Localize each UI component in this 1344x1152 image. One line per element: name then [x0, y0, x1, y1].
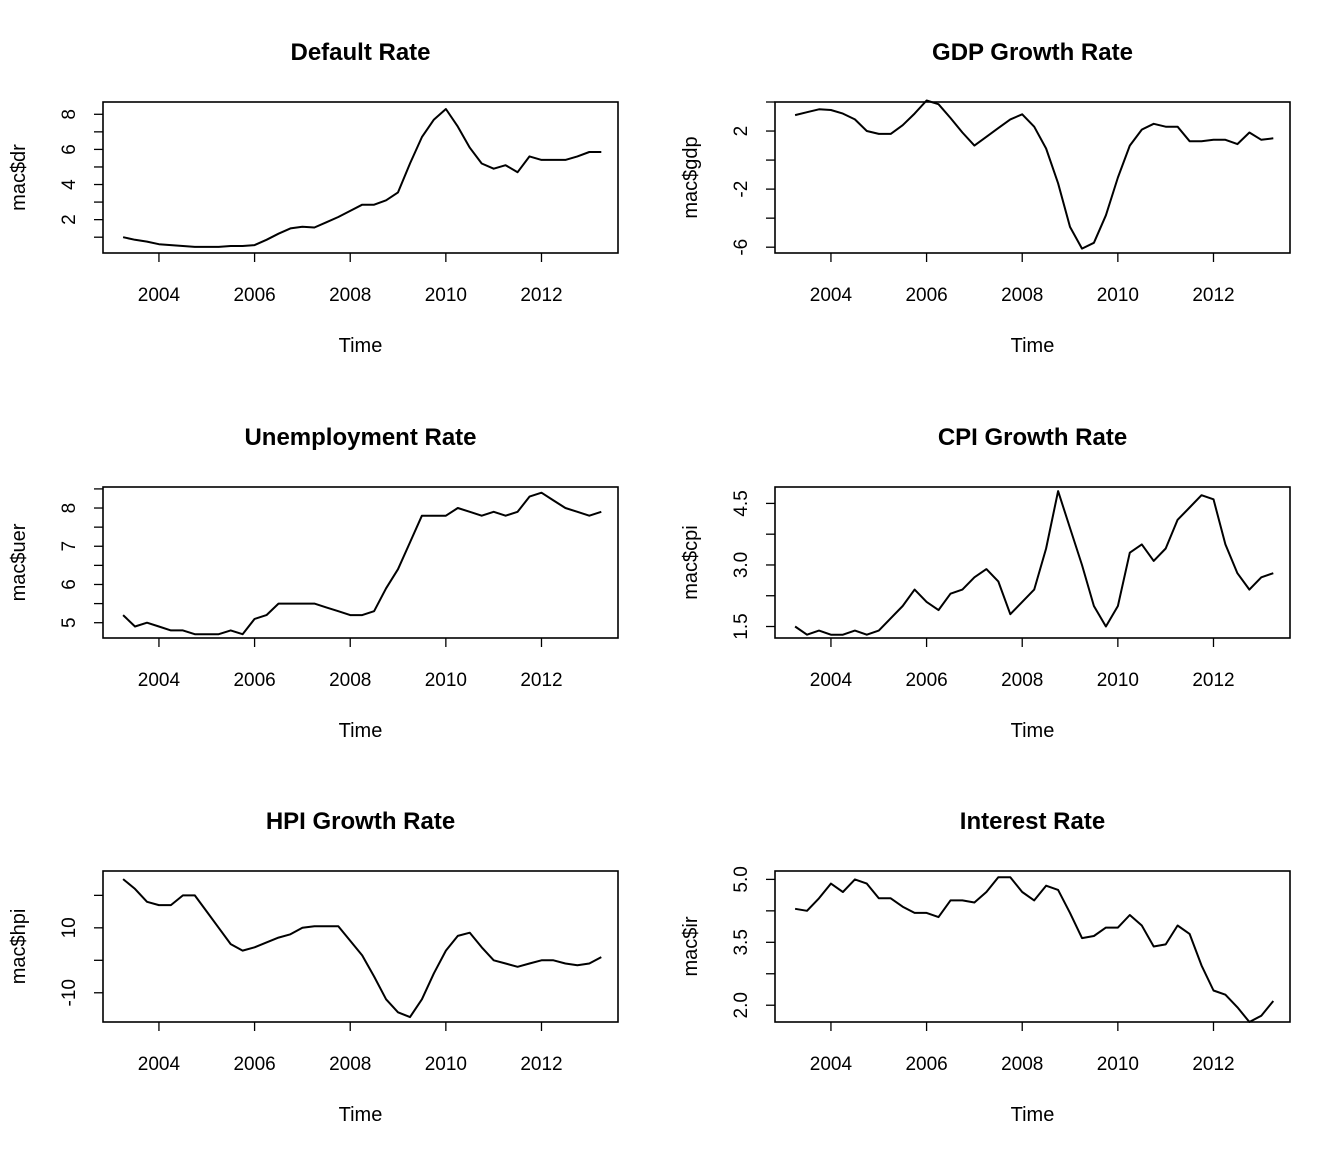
chart3-series-line — [122, 491, 602, 636]
chart5-ytick-label: 10 — [59, 917, 80, 938]
chart2-xtick-label: 2008 — [1001, 285, 1043, 306]
chart2-xtick-label: 2006 — [905, 285, 947, 306]
chart4-ylabel: mac$cpi — [680, 525, 702, 599]
chart2-ytick-label: -6 — [731, 239, 752, 256]
chart3-ylabel: mac$uer — [8, 523, 30, 601]
chart1-ytick-label: 6 — [59, 144, 80, 155]
chart1-xtick-label: 2004 — [138, 285, 181, 306]
chart5-xtick-label: 2008 — [329, 1054, 371, 1075]
chart6-xtick-label: 2004 — [810, 1054, 853, 1075]
chart3-ytick-label: 8 — [59, 503, 80, 514]
chart4-ytick-label: 1.5 — [731, 613, 752, 639]
chart1-ylabel: mac$dr — [8, 144, 30, 211]
chart4-xtick-label: 2012 — [1192, 670, 1234, 691]
chart2-xtick-label: 2010 — [1097, 285, 1139, 306]
chart5-xlabel: Time — [339, 1104, 383, 1126]
chart2-xtick-label: 2012 — [1192, 285, 1234, 306]
chart4-title: CPI Growth Rate — [938, 424, 1127, 451]
chart5-ytick-label: -10 — [59, 979, 80, 1006]
chart4-panel: CPI Growth Rate 2004 2006 2008 2010 2012 1.5 3.… — [680, 424, 1291, 742]
chart4-xlabel: Time — [1011, 720, 1055, 742]
chart1-panel: Default Rate 2004 2006 2008 2010 2012 2 4 6 8 Time… — [8, 39, 619, 357]
chart6-ytick-label: 2.0 — [731, 992, 752, 1018]
chart3-ytick-label: 5 — [59, 617, 80, 628]
chart5-series-line — [122, 878, 602, 1019]
chart6-ytick-label: 3.5 — [731, 929, 752, 955]
chart2-ytick-label: 2 — [731, 126, 752, 137]
chart5-panel: HPI Growth Rate 2004 2006 2008 2010 2012 -10 10… — [8, 808, 619, 1126]
chart6-plot-frame — [774, 870, 1291, 1023]
chart6-xtick-label: 2012 — [1192, 1054, 1234, 1075]
chart5-plot-frame — [102, 870, 619, 1023]
chart6-xtick-label: 2008 — [1001, 1054, 1043, 1075]
chart1-xlabel: Time — [339, 335, 383, 357]
chart5-xtick-label: 2006 — [233, 1054, 275, 1075]
chart4-ytick-label: 4.5 — [731, 490, 752, 516]
chart3-panel: Unemployment Rate 2004 2006 2008 2010 2012 5 6 7… — [8, 424, 619, 742]
chart2-plot-frame — [774, 101, 1291, 254]
chart6-panel: Interest Rate 2004 2006 2008 2010 2012 2.0 3.5 5… — [680, 808, 1291, 1126]
chart1-xtick-label: 2012 — [520, 285, 562, 306]
chart1-ytick-label: 2 — [59, 214, 80, 225]
chart-panels: Default Rate 2004 2006 2008 2010 2012 2 4 6 8 Time… — [8, 39, 1291, 1126]
chart6-ylabel: mac$ir — [680, 916, 702, 976]
chart4-xtick-label: 2010 — [1097, 670, 1139, 691]
chart4-xtick-label: 2004 — [810, 670, 853, 691]
chart5-ylabel: mac$hpi — [8, 909, 30, 985]
chart3-ytick-label: 6 — [59, 579, 80, 590]
chart1-xtick-label: 2010 — [425, 285, 467, 306]
chart2-series-line — [794, 99, 1274, 250]
chart3-xtick-label: 2004 — [138, 670, 181, 691]
chart1-title: Default Rate — [290, 39, 430, 66]
chart2-xtick-label: 2004 — [810, 285, 853, 306]
chart6-xlabel: Time — [1011, 1104, 1055, 1126]
chart2-ytick-label: -2 — [731, 181, 752, 198]
chart6-ytick-label: 5.0 — [731, 866, 752, 892]
chart3-xtick-label: 2012 — [520, 670, 562, 691]
chart3-xtick-label: 2006 — [233, 670, 275, 691]
chart4-plot-frame — [774, 486, 1291, 639]
chart4-xtick-label: 2006 — [905, 670, 947, 691]
chart1-xtick-label: 2006 — [233, 285, 275, 306]
chart5-xtick-label: 2010 — [425, 1054, 467, 1075]
chart1-series-line — [122, 108, 602, 248]
chart3-title: Unemployment Rate — [244, 424, 476, 451]
chart1-xtick-label: 2008 — [329, 285, 371, 306]
chart3-xtick-label: 2010 — [425, 670, 467, 691]
chart2-ylabel: mac$gdp — [680, 136, 702, 218]
chart2-panel: GDP Growth Rate 2004 2006 2008 2010 2012 -6 -2 2… — [680, 39, 1291, 357]
chart3-xlabel: Time — [339, 720, 383, 742]
chart6-series-line — [794, 876, 1275, 1023]
chart3-ytick-label: 7 — [59, 541, 80, 552]
chart6-title: Interest Rate — [960, 808, 1105, 835]
chart5-xtick-label: 2012 — [520, 1054, 562, 1075]
chart6-xtick-label: 2006 — [905, 1054, 947, 1075]
chart3-plot-frame — [102, 486, 619, 639]
chart2-title: GDP Growth Rate — [932, 39, 1133, 66]
chart1-plot-frame — [102, 101, 619, 254]
chart4-xtick-label: 2008 — [1001, 670, 1043, 691]
chart5-title: HPI Growth Rate — [266, 808, 455, 835]
chart4-ytick-label: 3.0 — [731, 552, 752, 578]
chart2-xlabel: Time — [1011, 335, 1055, 357]
chart1-ytick-label: 8 — [59, 109, 80, 120]
chart3-xtick-label: 2008 — [329, 670, 371, 691]
chart4-series-line — [794, 490, 1274, 636]
chart1-ytick-label: 4 — [59, 179, 80, 190]
chart5-xtick-label: 2004 — [138, 1054, 181, 1075]
chart6-xtick-label: 2010 — [1097, 1054, 1139, 1075]
